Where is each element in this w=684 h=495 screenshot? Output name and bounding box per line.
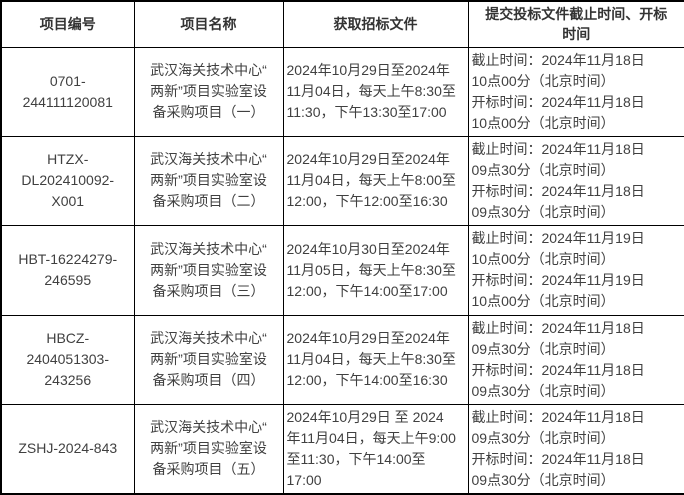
deadline-cell: 截止时间：2024年11月18日 09点30分（北京时间） 开标时间：2024年… [467, 135, 684, 226]
header-deadline-open-time: 提交投标文件截止时间、开标 时间 [467, 0, 684, 48]
deadline-cell: 截止时间：2024年11月18日 10点00分（北京时间） 开标时间：2024年… [467, 46, 684, 137]
obtain-docs-cell: 2024年10月29日至2024年 11月04日，每天上午8:30至 12:00… [282, 314, 469, 405]
project-name-cell: 武汉海关技术中心“ 两新”项目实验室设 备采购项目（三） [133, 224, 284, 316]
header-project-name: 项目名称 [133, 0, 284, 48]
table-row: HBCZ- 2404051303- 243256 武汉海关技术中心“ 两新”项目… [0, 314, 684, 405]
project-name-cell: 武汉海关技术中心“ 两新”项目实验室设 备采购项目（五） [133, 403, 284, 495]
obtain-docs-cell: 2024年10月29日 至 2024 年11月04日，每天上午9:00 至11:… [282, 403, 469, 495]
project-name-cell: 武汉海关技术中心“ 两新”项目实验室设 备采购项目（二） [133, 135, 284, 226]
project-name-cell: 武汉海关技术中心“ 两新”项目实验室设 备采购项目（一） [133, 46, 284, 137]
obtain-docs-cell: 2024年10月30日至2024年 11月05日，每天上午8:30至 12:00… [282, 224, 469, 316]
project-code-cell: HBCZ- 2404051303- 243256 [0, 314, 135, 405]
deadline-cell: 截止时间：2024年11月19日 10点00分（北京时间） 开标时间：2024年… [467, 224, 684, 316]
deadline-cell: 截止时间：2024年11月18日 09点30分（北京时间） 开标时间：2024年… [467, 403, 684, 495]
project-name-cell: 武汉海关技术中心“ 两新”项目实验室设 备采购项目（四） [133, 314, 284, 405]
table-row: HBT-16224279- 246595 武汉海关技术中心“ 两新”项目实验室设… [0, 224, 684, 316]
project-code-cell: HBT-16224279- 246595 [0, 224, 135, 316]
table-row: 0701- 244111120081 武汉海关技术中心“ 两新”项目实验室设 备… [0, 46, 684, 137]
table-header-row: 项目编号 项目名称 获取招标文件 提交投标文件截止时间、开标 时间 [0, 0, 684, 48]
project-code-cell: ZSHJ-2024-843 [0, 403, 135, 495]
table-row: ZSHJ-2024-843 武汉海关技术中心“ 两新”项目实验室设 备采购项目（… [0, 403, 684, 495]
header-obtain-docs: 获取招标文件 [282, 0, 469, 48]
deadline-cell: 截止时间：2024年11月18日 09点30分（北京时间） 开标时间：2024年… [467, 314, 684, 405]
table-row: HTZX- DL202410092- X001 武汉海关技术中心“ 两新”项目实… [0, 135, 684, 226]
obtain-docs-cell: 2024年10月29日至2024年 11月04日，每天上午8:00至 12:00… [282, 135, 469, 226]
obtain-docs-cell: 2024年10月29日至2024年 11月04日，每天上午8:30至 11:30… [282, 46, 469, 137]
header-project-code: 项目编号 [0, 0, 135, 48]
project-code-cell: 0701- 244111120081 [0, 46, 135, 137]
project-code-cell: HTZX- DL202410092- X001 [0, 135, 135, 226]
